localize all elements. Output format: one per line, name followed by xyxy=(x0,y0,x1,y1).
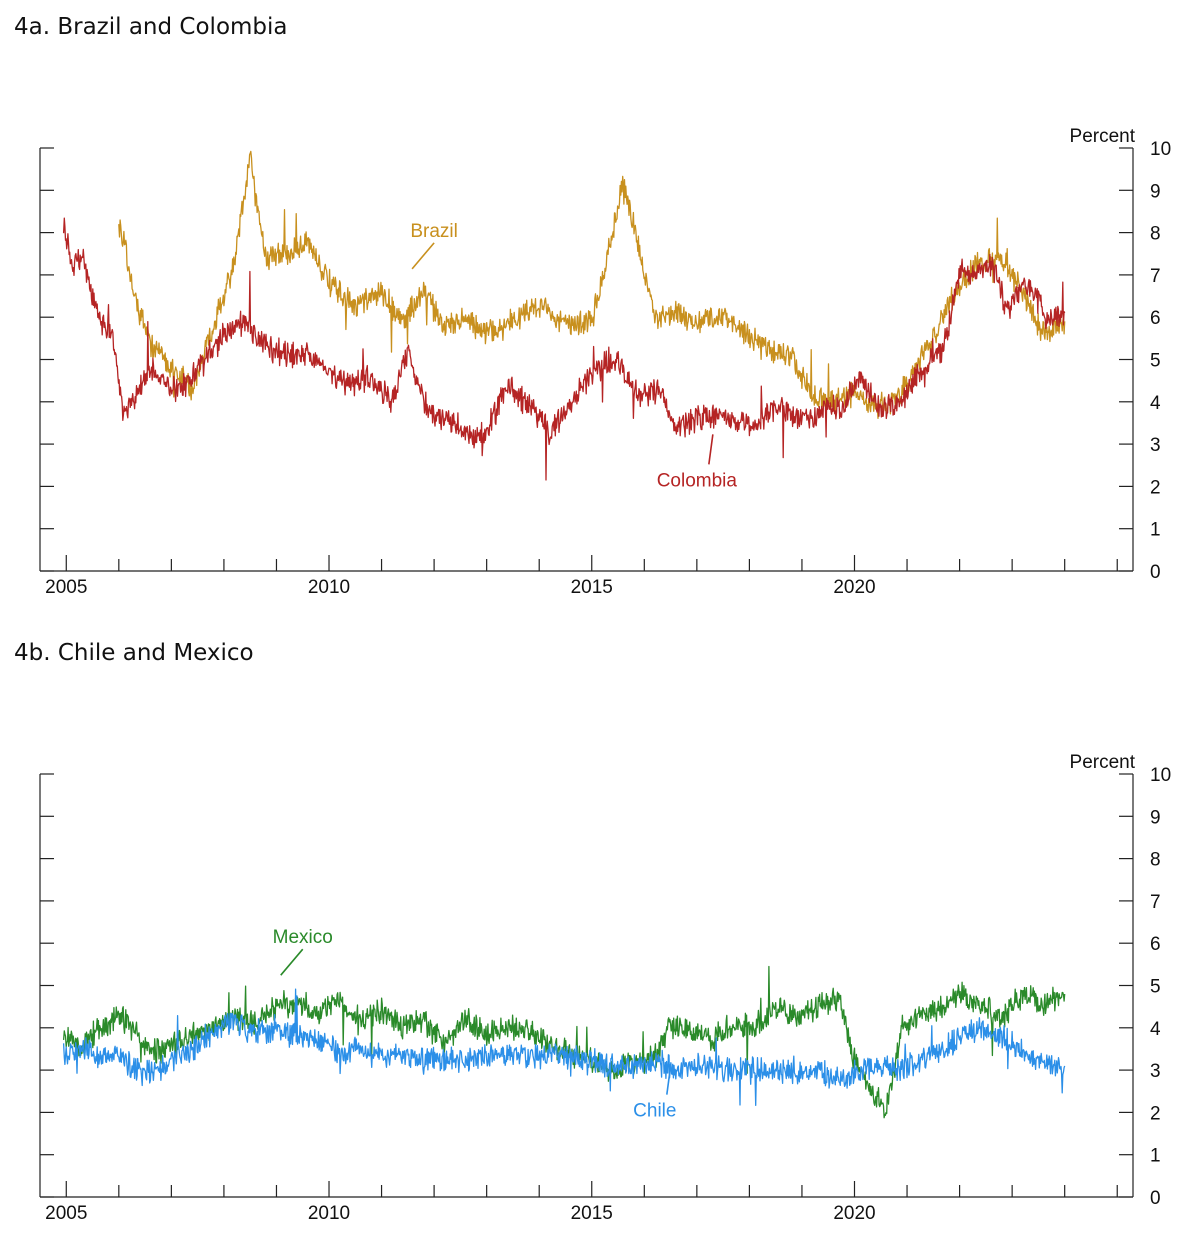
leader-line-mexico xyxy=(280,948,304,976)
series-label-colombia: Colombia xyxy=(657,470,738,491)
series-label-chile: Chile xyxy=(633,1101,676,1122)
series-label-brazil: Brazil xyxy=(410,221,458,242)
x-tick-label: 2015 xyxy=(571,577,613,598)
leader-line-brazil xyxy=(411,242,435,270)
y-tick-label: 7 xyxy=(1150,892,1161,913)
panel-b-title: 4b. Chile and Mexico xyxy=(14,640,254,666)
y-tick-label: 3 xyxy=(1150,1061,1161,1082)
y-tick-label: 9 xyxy=(1150,181,1161,202)
y-tick-label: 0 xyxy=(1150,1188,1161,1209)
y-tick-label: 8 xyxy=(1150,224,1161,245)
x-tick-label: 2005 xyxy=(45,577,87,598)
y-tick-label: 4 xyxy=(1150,393,1161,414)
y-tick-label: 4 xyxy=(1150,1019,1161,1040)
leader-line-chile xyxy=(666,1064,672,1095)
series-label-mexico: Mexico xyxy=(273,927,333,948)
series-line-mexico xyxy=(62,965,1066,1119)
panel-a-title: 4a. Brazil and Colombia xyxy=(14,14,288,40)
y-tick-label: 5 xyxy=(1150,977,1161,998)
y-tick-label: 8 xyxy=(1150,850,1161,871)
y-tick-label: 5 xyxy=(1150,351,1161,372)
x-tick-label: 2015 xyxy=(571,1203,613,1224)
y-tick-label: 1 xyxy=(1150,1146,1161,1167)
y-tick-label: 2 xyxy=(1150,477,1161,498)
y-axis-label: Percent xyxy=(1070,126,1136,147)
x-tick-label: 2005 xyxy=(45,1203,87,1224)
series-line-colombia xyxy=(62,217,1066,481)
x-tick-label: 2010 xyxy=(308,577,350,598)
chart-panel-b: 0 1 2 3 4 5 6 7 8 9 10 Percent 2005 2010 2015 2020 Mexic… xyxy=(39,752,1171,1224)
y-tick-label: 9 xyxy=(1150,807,1161,828)
y-tick-label: 10 xyxy=(1150,765,1171,786)
y-tick-label: 10 xyxy=(1150,139,1171,160)
series-line-brazil xyxy=(118,150,1066,419)
leader-line-colombia xyxy=(708,434,714,465)
chart-panel-a: 0 1 2 3 4 5 6 7 8 9 10 Percent 2005 2010 2015 2020 Brazi… xyxy=(39,126,1171,598)
y-tick-label: 6 xyxy=(1150,308,1161,329)
x-tick-label: 2020 xyxy=(833,577,875,598)
x-tick-label: 2020 xyxy=(833,1203,875,1224)
x-tick-label: 2010 xyxy=(308,1203,350,1224)
y-axis-label: Percent xyxy=(1070,752,1136,773)
y-tick-label: 1 xyxy=(1150,520,1161,541)
y-tick-label: 0 xyxy=(1150,562,1161,583)
y-tick-label: 6 xyxy=(1150,934,1161,955)
y-tick-label: 7 xyxy=(1150,266,1161,287)
series-line-chile xyxy=(62,988,1066,1106)
y-tick-label: 3 xyxy=(1150,435,1161,456)
y-tick-label: 2 xyxy=(1150,1103,1161,1124)
